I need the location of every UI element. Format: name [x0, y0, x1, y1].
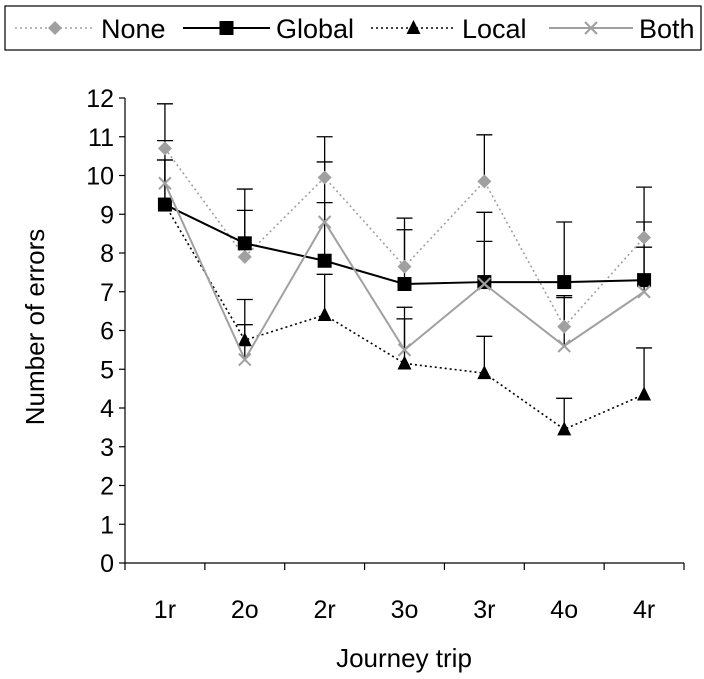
data-point-both-stroke [238, 352, 252, 367]
data-point-both [158, 176, 172, 190]
data-point-both [637, 285, 651, 299]
y-tick-label: 6 [100, 318, 114, 346]
x-tick-label: 4o [550, 596, 578, 624]
y-tick-label: 0 [100, 550, 114, 578]
y-tick-label: 5 [100, 356, 114, 384]
data-point-local [157, 196, 172, 211]
data-point-both-stroke [637, 285, 651, 299]
data-point-local [237, 332, 252, 347]
x-tick-label: 4r [633, 596, 655, 624]
x-tick-label: 3o [391, 596, 419, 624]
y-tick-label: 4 [100, 395, 114, 423]
legend-label-none: None [101, 14, 166, 44]
data-point-local [317, 307, 332, 321]
y-tick-label: 9 [100, 201, 114, 229]
data-point-local [477, 365, 492, 380]
legend-label-global: Global [276, 14, 354, 44]
data-point-both-stroke [557, 339, 571, 353]
data-point-local [557, 421, 572, 436]
y-tick-label: 11 [88, 124, 114, 152]
y-axis-title: Number of errors [20, 229, 50, 426]
data-point-none [317, 170, 332, 185]
data-point-both-stroke [477, 277, 492, 291]
y-tick-label: 12 [86, 85, 114, 113]
data-point-global [557, 275, 572, 290]
legend-marker-both-stroke [584, 21, 598, 35]
data-point-both [317, 215, 332, 229]
data-point-none [237, 249, 252, 264]
legend-label-both: Both [639, 14, 695, 44]
y-tick-label: 10 [86, 163, 114, 191]
y-tick-label: 7 [100, 279, 114, 307]
data-point-none [477, 174, 492, 189]
x-tick-label: 2o [231, 596, 259, 624]
data-point-local [637, 386, 652, 401]
data-point-global [237, 236, 252, 251]
legend-marker-none [48, 21, 62, 35]
legend: None Global Local Both [15, 14, 695, 44]
data-point-both [557, 339, 571, 353]
legend-marker-local [406, 20, 421, 34]
x-tick-label: 3r [473, 596, 495, 624]
x-tick-label: 1r [154, 596, 176, 624]
data-point-both [397, 343, 412, 357]
data-point-both-stroke [158, 176, 172, 190]
data-point-global [317, 253, 332, 268]
data-point-none [557, 319, 572, 334]
data-point-none [397, 259, 412, 274]
data-point-both-stroke [317, 215, 332, 229]
data-point-both [477, 277, 492, 291]
data-point-global [637, 273, 652, 288]
legend-marker-both [584, 21, 598, 35]
data-point-none [637, 230, 652, 245]
data-point-none [157, 141, 172, 156]
data-point-both [238, 352, 252, 367]
x-tick-label: 2r [314, 596, 336, 624]
y-tick-label: 3 [100, 434, 114, 462]
legend-marker-global [219, 21, 234, 35]
data-point-local [397, 355, 412, 370]
x-axis-title: Journey trip [336, 643, 472, 673]
y-tick-label: 8 [100, 240, 114, 268]
y-tick-label: 2 [100, 473, 114, 501]
y-tick-label: 1 [100, 511, 114, 539]
data-point-global [397, 277, 412, 291]
legend-label-local: Local [462, 14, 527, 44]
data-point-both-stroke [397, 343, 412, 357]
